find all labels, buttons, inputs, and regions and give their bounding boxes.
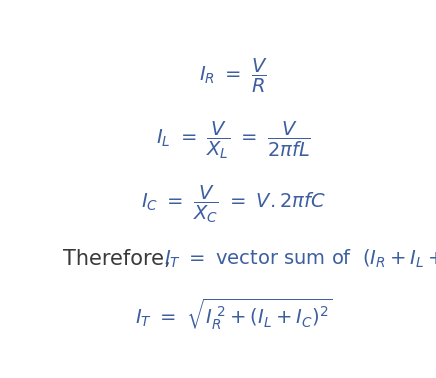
Text: $I_R\ =\ \dfrac{V}{R}$: $I_R\ =\ \dfrac{V}{R}$ (199, 57, 268, 95)
Text: $I_C\ =\ \dfrac{V}{X_C}\ =\ V{.}2\pi fC$: $I_C\ =\ \dfrac{V}{X_C}\ =\ V{.}2\pi fC$ (141, 183, 326, 225)
Text: $I_T\ =\ \sqrt{I_R^{\ 2}+(I_L+I_C)^2}$: $I_T\ =\ \sqrt{I_R^{\ 2}+(I_L+I_C)^2}$ (135, 297, 333, 332)
Text: $I_T\ =\ $vector sum of $\ (I_R+I_L+I_C)$: $I_T\ =\ $vector sum of $\ (I_R+I_L+I_C)… (164, 248, 436, 270)
Text: $I_L\ =\ \dfrac{V}{X_L}\ =\ \dfrac{V}{2\pi fL}$: $I_L\ =\ \dfrac{V}{X_L}\ =\ \dfrac{V}{2\… (156, 119, 311, 161)
Text: Therefore,: Therefore, (63, 249, 170, 269)
